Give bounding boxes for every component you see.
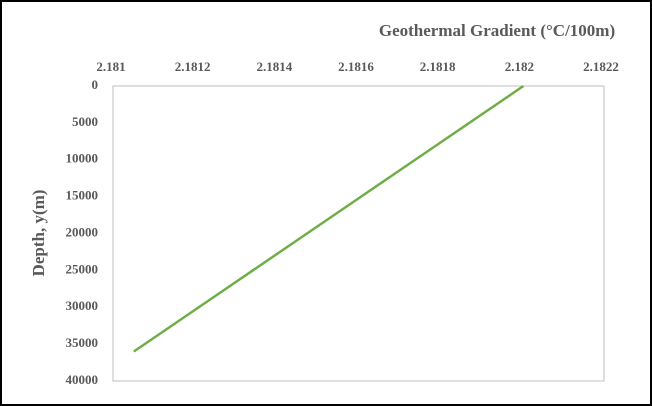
y-tick-label: 10000 xyxy=(66,151,99,166)
x-tick-label: 2.1822 xyxy=(583,59,619,74)
x-tick-label: 2.181 xyxy=(96,59,125,74)
y-tick-label: 15000 xyxy=(66,188,99,203)
x-tick-label: 2.1814 xyxy=(256,59,292,74)
y-tick-label: 25000 xyxy=(66,261,99,276)
x-tick-label: 2.1812 xyxy=(175,59,211,74)
x-axis-title: Geothermal Gradient (°C/100m) xyxy=(379,21,615,40)
y-tick-label: 5000 xyxy=(72,114,98,129)
data-line xyxy=(133,84,525,353)
plot-area xyxy=(112,85,605,382)
x-tick-label: 2.182 xyxy=(505,59,534,74)
x-tick-label: 2.1816 xyxy=(338,59,374,74)
x-tick-label: 2.1818 xyxy=(420,59,456,74)
y-tick-label: 20000 xyxy=(66,224,99,239)
y-tick-label: 40000 xyxy=(66,372,99,387)
y-tick-label: 0 xyxy=(92,77,99,92)
y-tick-label: 30000 xyxy=(66,298,99,313)
y-tick-label: 35000 xyxy=(66,335,99,350)
y-axis-title: Depth, y(m) xyxy=(29,190,48,277)
